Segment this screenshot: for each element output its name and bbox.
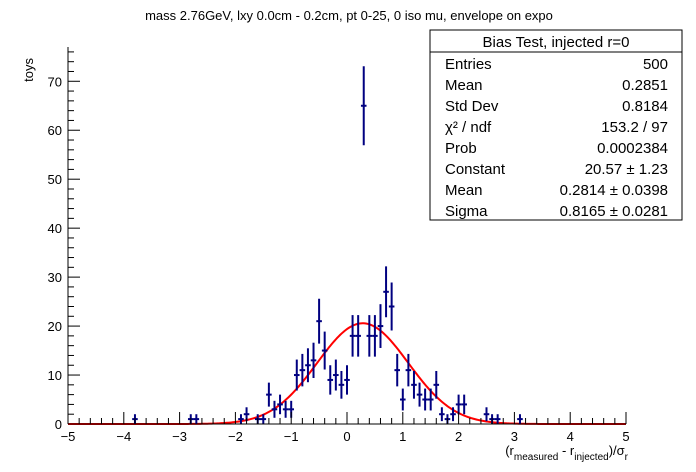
data-point <box>338 370 345 399</box>
x-axis-title-part3: )/σ <box>609 443 625 458</box>
data-point <box>333 359 339 391</box>
y-tick-label: 30 <box>48 270 62 285</box>
stats-row-label: Constant <box>445 161 506 178</box>
stats-row-label: Mean <box>445 77 483 94</box>
data-point <box>282 400 289 418</box>
x-tick-label: 0 <box>343 429 350 444</box>
y-tick-label: 40 <box>48 221 62 236</box>
stats-row-value: 0.2851 <box>622 77 668 94</box>
data-point <box>372 315 378 357</box>
data-point <box>422 388 428 411</box>
x-axis-title-part1: (r <box>505 443 514 458</box>
data-point <box>305 348 311 383</box>
data-point <box>400 388 406 411</box>
data-point <box>299 353 306 387</box>
x-axis-title-sub2: injected <box>574 452 608 463</box>
x-axis-title-sub3: r <box>625 452 629 463</box>
data-point <box>366 315 373 357</box>
stats-row-label: Std Dev <box>445 98 499 115</box>
data-point <box>238 414 244 424</box>
y-tick-label: 60 <box>48 123 62 138</box>
data-point <box>427 388 434 411</box>
data-point <box>193 414 200 424</box>
data-point <box>383 266 389 318</box>
stats-row-value: 20.57 ± 1.23 <box>585 161 668 178</box>
stats-row-value: 0.8165 ± 0.0281 <box>560 203 668 220</box>
y-tick-label: 0 <box>55 417 62 432</box>
y-tick-label: 10 <box>48 368 62 383</box>
chart-title: mass 2.76GeV, lxy 0.0cm - 0.2cm, pt 0-25… <box>145 8 553 23</box>
data-point <box>316 298 322 344</box>
data-point <box>405 353 412 387</box>
data-point <box>411 370 417 399</box>
stats-row-label: Sigma <box>445 203 488 220</box>
x-axis-title-part2: - r <box>558 443 575 458</box>
data-point <box>355 315 361 357</box>
data-point <box>455 394 462 415</box>
stats-row-label: χ² / ndf <box>445 119 492 136</box>
stats-row-value: 500 <box>643 56 668 73</box>
data-point <box>517 414 523 424</box>
x-tick-label: 3 <box>511 429 518 444</box>
data-point <box>416 382 423 407</box>
stats-box: Bias Test, injected r=0 Entries 500 Mean 0.… <box>429 29 683 221</box>
data-point <box>461 394 467 415</box>
data-point <box>271 400 278 418</box>
stats-row-value: 0.8184 <box>622 98 668 115</box>
data-point <box>293 359 300 391</box>
x-tick-label: −4 <box>116 429 131 444</box>
data-point <box>266 382 272 407</box>
stats-row-label: Mean <box>445 182 483 199</box>
x-tick-label: 4 <box>567 429 574 444</box>
y-tick-label: 50 <box>48 172 62 187</box>
y-tick-label: 70 <box>48 74 62 89</box>
stats-row-value: 153.2 / 97 <box>601 119 668 136</box>
x-tick-label: 2 <box>455 429 462 444</box>
data-point <box>394 353 401 387</box>
y-axis-title: toys <box>21 58 36 82</box>
stats-box-rows: Entries 500 Mean 0.2851 Std Dev 0.8184 χ² / nd… <box>445 56 668 220</box>
stats-row-label: Entries <box>445 56 492 73</box>
data-point <box>277 394 283 415</box>
data-point <box>494 414 501 424</box>
stats-box-title: Bias Test, injected r=0 <box>483 34 630 51</box>
x-tick-label: 1 <box>399 429 406 444</box>
x-tick-label: 5 <box>622 429 629 444</box>
data-point <box>260 414 267 424</box>
x-tick-label: −2 <box>228 429 243 444</box>
x-tick-label: −1 <box>284 429 299 444</box>
x-axis-title-sub1: measured <box>514 452 558 463</box>
stats-row-label: Prob <box>445 140 477 157</box>
stats-row-value: 0.0002384 <box>597 140 668 157</box>
data-point <box>344 365 350 395</box>
data-point <box>433 370 440 399</box>
stats-box-frame <box>429 29 683 221</box>
data-point <box>483 407 490 422</box>
data-point <box>327 365 334 395</box>
data-point <box>310 342 317 379</box>
data-point <box>321 331 328 370</box>
data-point <box>377 304 384 348</box>
data-point <box>349 315 356 357</box>
x-axis-title: (rmeasured - rinjected)/σr <box>505 443 628 463</box>
x-tick-label: −3 <box>172 429 187 444</box>
data-point <box>360 66 367 146</box>
stats-row-value: 0.2814 ± 0.0398 <box>560 182 668 199</box>
data-point <box>388 282 395 331</box>
y-tick-label: 20 <box>48 319 62 334</box>
x-tick-label: −5 <box>61 429 76 444</box>
data-point <box>439 407 445 422</box>
data-point <box>450 407 456 422</box>
